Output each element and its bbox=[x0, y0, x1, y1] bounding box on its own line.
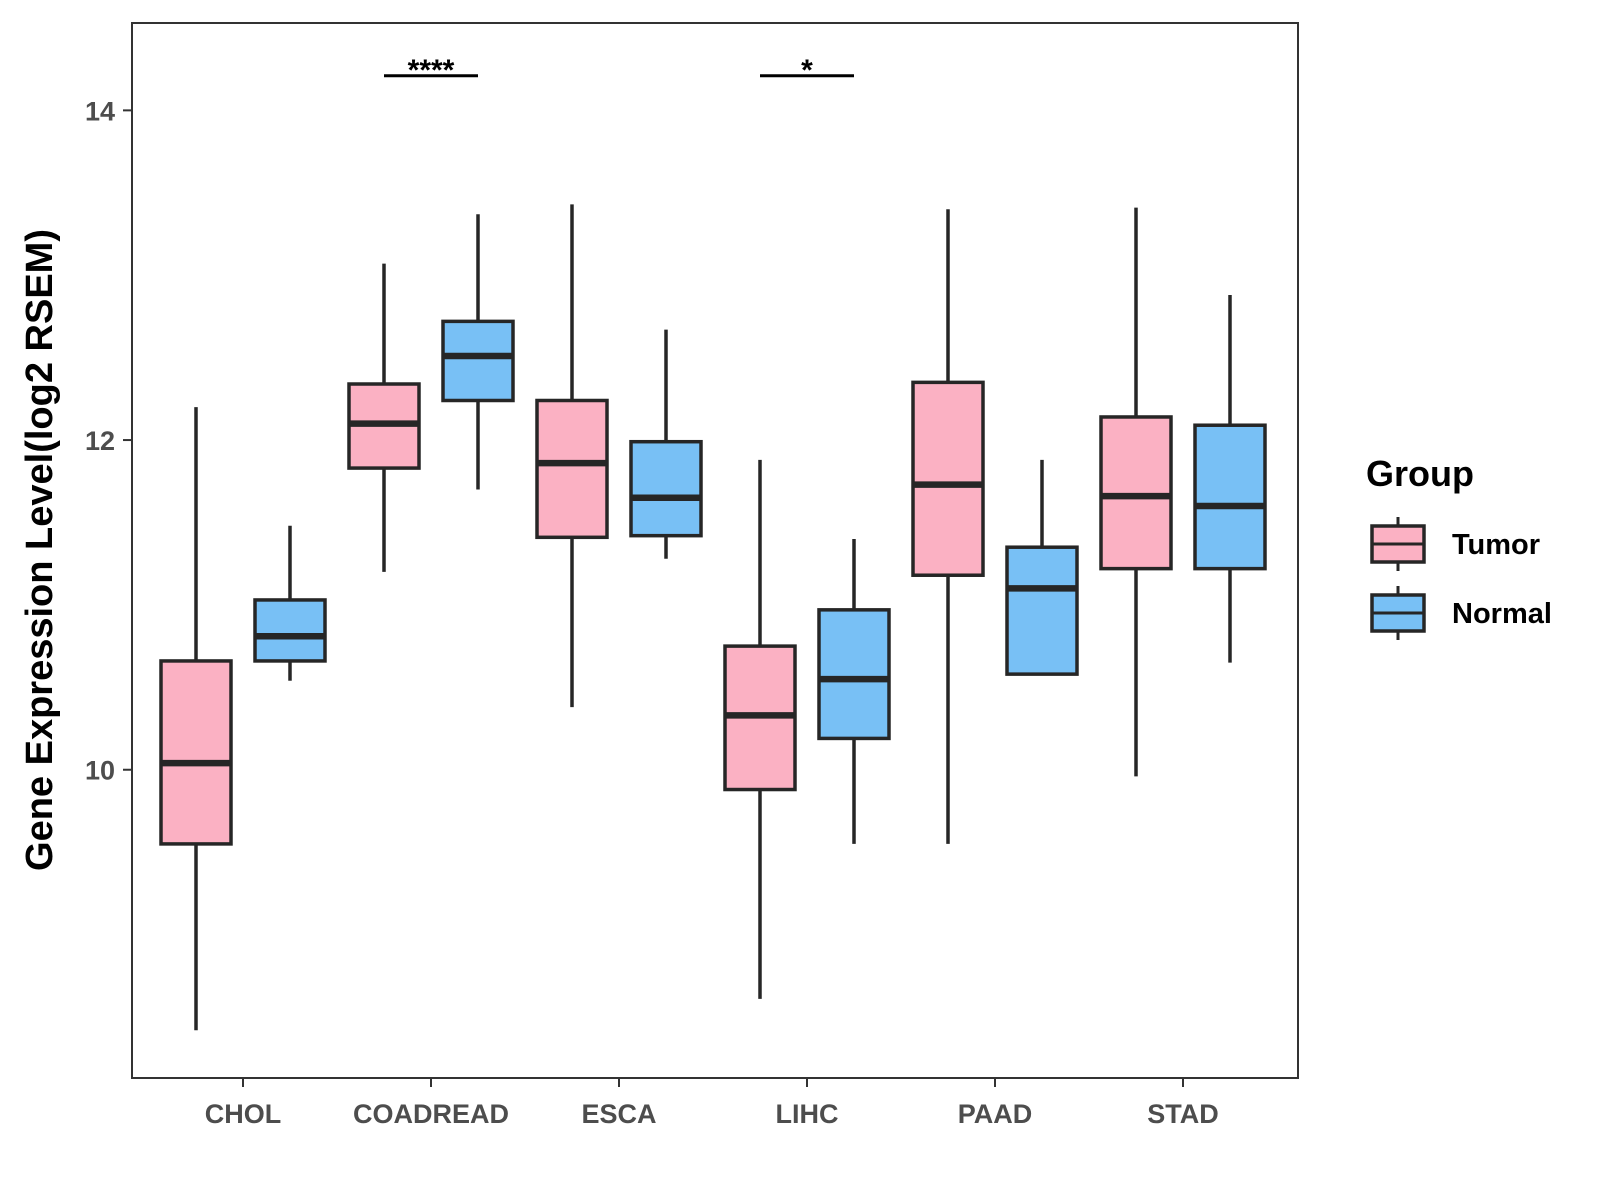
legend-item-normal: Normal bbox=[1370, 586, 1552, 640]
significance-annotations: **** * bbox=[384, 54, 854, 87]
iqr-box bbox=[441, 319, 515, 403]
iqr-box bbox=[253, 598, 327, 663]
x-tick-label-esca: ESCA bbox=[581, 1099, 656, 1129]
x-tick-label-chol: CHOL bbox=[205, 1099, 282, 1129]
box-normal-coadread bbox=[441, 214, 515, 490]
legend-item-tumor: Tumor bbox=[1370, 517, 1540, 571]
significance-label: **** bbox=[408, 54, 455, 87]
legend-label-normal: Normal bbox=[1452, 598, 1552, 630]
significance-coadread: **** bbox=[384, 54, 478, 87]
box-tumor-stad bbox=[1099, 207, 1173, 777]
iqr-box bbox=[159, 659, 233, 846]
box-normal-paad bbox=[1005, 459, 1079, 676]
box-normal-esca bbox=[629, 329, 703, 559]
significance-label: * bbox=[801, 54, 813, 87]
iqr-box bbox=[817, 608, 891, 741]
box-tumor-lihc bbox=[723, 459, 797, 999]
box-tumor-coadread bbox=[347, 263, 421, 572]
y-tick-label: 14 bbox=[85, 96, 115, 126]
legend: Group Tumor Normal bbox=[1366, 453, 1552, 640]
y-axis-title: Gene Expression Level(log2 RSEM) bbox=[19, 229, 61, 871]
x-axis: CHOL COADREAD ESCA LIHC PAAD STAD bbox=[205, 1078, 1219, 1129]
iqr-box bbox=[535, 398, 609, 540]
y-tick-label: 12 bbox=[85, 426, 115, 456]
legend-label-tumor: Tumor bbox=[1452, 529, 1540, 561]
box-tumor-paad bbox=[911, 209, 985, 844]
significance-lihc: * bbox=[760, 54, 854, 87]
box-normal-chol bbox=[253, 525, 327, 681]
box-normal-stad bbox=[1193, 294, 1267, 663]
x-tick-label-lihc: LIHC bbox=[776, 1099, 839, 1129]
x-tick-label-coadread: COADREAD bbox=[353, 1099, 509, 1129]
box-normal-lihc bbox=[817, 538, 891, 844]
iqr-box bbox=[911, 380, 985, 577]
y-axis: 10 12 14 bbox=[85, 96, 132, 786]
iqr-box bbox=[1005, 545, 1079, 676]
box-tumor-esca bbox=[535, 204, 609, 708]
box-tumor-chol bbox=[159, 407, 233, 1031]
plot-panel-border bbox=[131, 22, 1299, 1079]
y-tick-label: 10 bbox=[85, 756, 115, 786]
boxes-layer bbox=[159, 204, 1267, 1031]
iqr-box bbox=[629, 439, 703, 538]
x-tick-label-paad: PAAD bbox=[958, 1099, 1033, 1129]
iqr-box bbox=[1099, 415, 1173, 571]
x-tick-label-stad: STAD bbox=[1147, 1099, 1219, 1129]
legend-title: Group bbox=[1366, 453, 1474, 494]
iqr-box bbox=[1193, 423, 1267, 571]
